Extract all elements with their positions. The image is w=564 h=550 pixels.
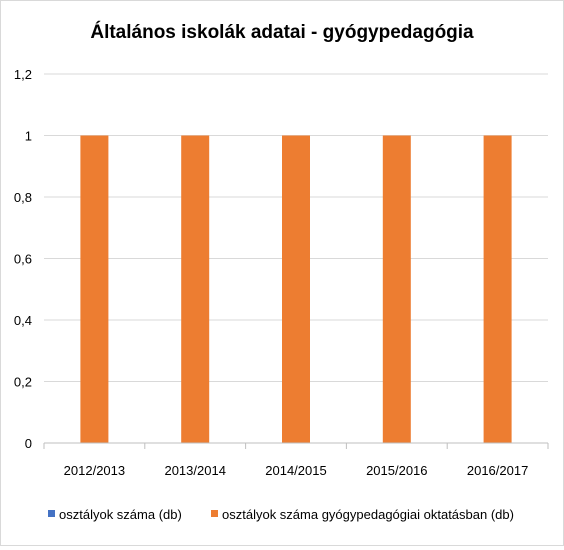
bar xyxy=(80,135,109,443)
x-tick-label: 2015/2016 xyxy=(366,463,427,478)
x-tick-label: 2012/2013 xyxy=(64,463,125,478)
bar xyxy=(282,135,310,443)
x-axis-ticks: 2012/2013 2013/2014 2014/2015 2015/2016 2016… xyxy=(64,463,529,478)
y-tick-label: 0,6 xyxy=(14,252,32,267)
legend-label: osztályok száma gyógypedagógiai oktatásb… xyxy=(222,507,514,522)
bars xyxy=(80,135,512,443)
bar xyxy=(483,135,512,443)
bar xyxy=(382,135,411,443)
y-tick-label: 0,8 xyxy=(14,190,32,205)
legend-label: osztályok száma (db) xyxy=(59,507,182,522)
x-tick-label: 2016/2017 xyxy=(467,463,528,478)
legend: osztályok száma (db) osztályok száma gyóg… xyxy=(48,507,514,522)
bar xyxy=(181,135,210,443)
x-axis xyxy=(43,442,549,449)
y-tick-label: 1 xyxy=(25,129,32,144)
x-tick-label: 2013/2014 xyxy=(164,463,225,478)
y-tick-label: 0,4 xyxy=(14,313,32,328)
legend-swatch xyxy=(48,510,55,517)
y-tick-label: 0,2 xyxy=(14,375,32,390)
y-tick-label: 0 xyxy=(25,436,32,451)
y-axis-ticks: 0 0,2 0,4 0,6 0,8 1 1,2 xyxy=(14,67,32,451)
legend-swatch xyxy=(211,510,218,517)
x-tick-label: 2014/2015 xyxy=(265,463,326,478)
chart-title: Általános iskolák adatai - gyógypedagógi… xyxy=(90,21,474,43)
y-tick-label: 1,2 xyxy=(14,67,32,82)
